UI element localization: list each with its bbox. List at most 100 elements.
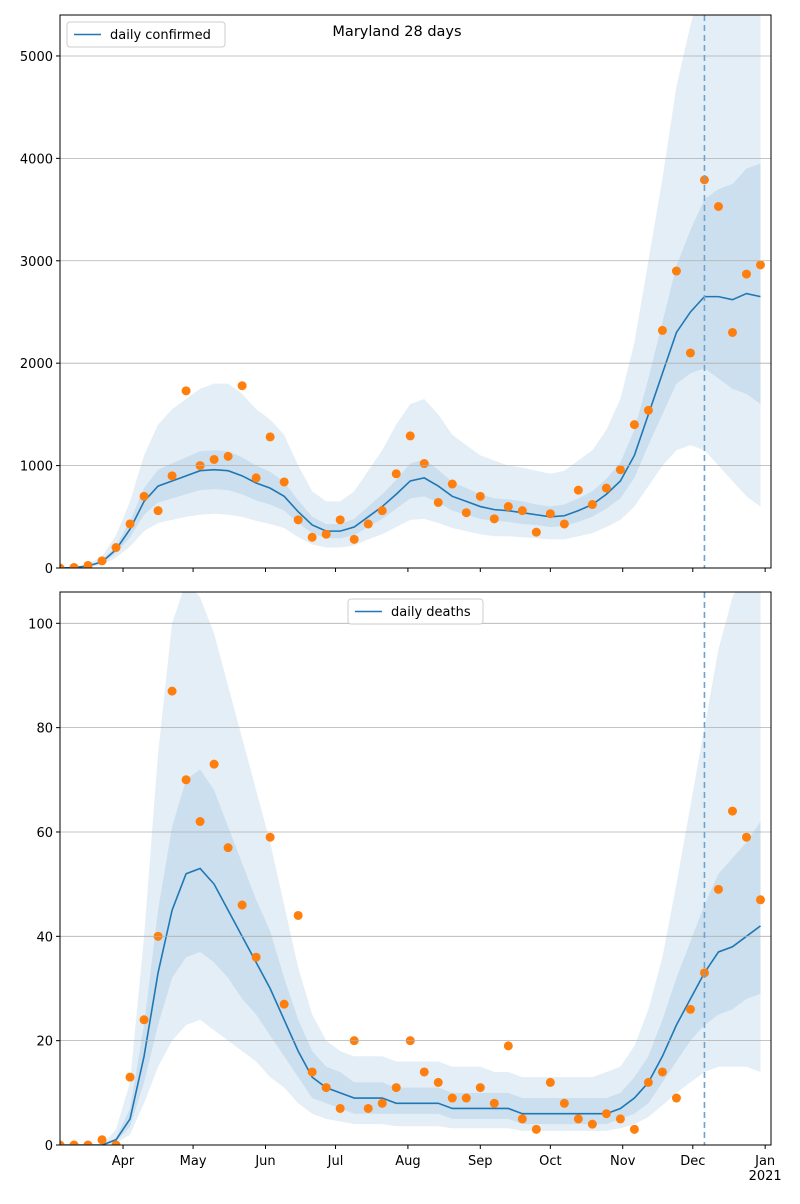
axes-frame <box>59 591 772 1146</box>
observed-point <box>405 431 415 441</box>
x-tick-label: Oct <box>539 1154 561 1169</box>
observed-point <box>419 1067 429 1077</box>
plot-area <box>60 592 765 1145</box>
legend-label: daily confirmed <box>110 28 211 43</box>
observed-point <box>265 432 275 442</box>
observed-point <box>391 1083 401 1093</box>
plot-area <box>60 15 765 568</box>
observed-point <box>60 563 65 568</box>
x-tick-label: Aug <box>395 1154 420 1169</box>
y-tick-label: 80 <box>36 722 53 737</box>
observed-point <box>489 514 499 524</box>
observed-point <box>83 1140 93 1145</box>
observed-point <box>321 529 331 539</box>
observed-point <box>139 1015 149 1025</box>
observed-point <box>559 519 569 529</box>
observed-point <box>60 1140 65 1145</box>
y-tick-label: 1000 <box>20 460 53 475</box>
observed-point <box>587 500 597 510</box>
observed-point <box>139 491 149 501</box>
observed-point <box>279 999 289 1009</box>
observed-point <box>433 1077 443 1087</box>
x-tick-label: Jul <box>327 1154 344 1169</box>
observed-point <box>503 1041 513 1051</box>
observed-point <box>433 497 443 507</box>
observed-point <box>755 260 765 270</box>
band <box>60 163 761 568</box>
x-tick-label: May <box>180 1154 207 1169</box>
observed-point <box>97 1135 107 1145</box>
observed-point <box>293 910 303 920</box>
y-tick-label: 2000 <box>20 357 53 372</box>
y-tick-label: 60 <box>36 826 53 841</box>
observed-point <box>153 506 163 516</box>
observed-point <box>727 806 737 816</box>
observed-point <box>251 473 261 483</box>
observed-point <box>475 491 485 501</box>
observed-point <box>545 509 555 519</box>
observed-point <box>83 560 93 568</box>
observed-point <box>237 381 247 391</box>
observed-point <box>447 1093 457 1103</box>
observed-point <box>181 775 191 785</box>
x-tick-label: Jan 2021 <box>749 1154 782 1184</box>
observed-point <box>573 1114 583 1124</box>
observed-point <box>741 269 751 279</box>
observed-point <box>209 454 219 464</box>
y-tick-label: 40 <box>36 930 53 945</box>
observed-point <box>601 1109 611 1119</box>
observed-point <box>279 477 289 487</box>
observed-point <box>657 325 667 335</box>
observed-point <box>195 817 205 827</box>
observed-point <box>111 543 121 553</box>
x-tick-label: Jun <box>254 1154 275 1169</box>
y-tick-label: 0 <box>45 1139 53 1154</box>
y-tick-label: 5000 <box>20 50 53 65</box>
observed-point <box>125 519 135 529</box>
observed-point <box>629 1124 639 1134</box>
axes-frame <box>59 14 772 569</box>
observed-point <box>223 451 233 461</box>
y-tick-label: 3000 <box>20 255 53 270</box>
observed-point <box>503 502 513 512</box>
observed-point <box>461 1093 471 1103</box>
observed-point <box>545 1077 555 1087</box>
observed-point <box>685 348 695 358</box>
observed-point <box>713 884 723 894</box>
observed-point <box>475 1083 485 1093</box>
observed-point <box>307 1067 317 1077</box>
observed-point <box>209 759 219 769</box>
observed-point <box>755 895 765 905</box>
y-tick-label: 20 <box>36 1035 53 1050</box>
observed-point <box>643 1077 653 1087</box>
observed-point <box>601 483 611 493</box>
observed-point <box>223 843 233 853</box>
observed-point <box>181 386 191 396</box>
band <box>60 592 761 1145</box>
x-tick-label: Dec <box>680 1154 705 1169</box>
x-tick-label: Nov <box>610 1154 636 1169</box>
observed-point <box>657 1067 667 1077</box>
observed-point <box>335 515 345 525</box>
observed-point <box>363 1103 373 1113</box>
observed-point <box>587 1119 597 1129</box>
band <box>60 769 761 1145</box>
observed-point <box>461 508 471 518</box>
observed-point <box>517 506 527 516</box>
observed-point <box>741 832 751 842</box>
observed-point <box>349 534 359 544</box>
model-line <box>60 867 761 1145</box>
model-line <box>60 292 761 568</box>
observed-point <box>167 471 177 481</box>
observed-point <box>377 506 387 516</box>
observed-point <box>559 1098 569 1108</box>
observed-point <box>69 562 79 568</box>
observed-point <box>447 479 457 489</box>
observed-point <box>251 952 261 962</box>
observed-point <box>489 1098 499 1108</box>
observed-point <box>629 420 639 430</box>
observed-point <box>391 469 401 479</box>
observed-point <box>671 1093 681 1103</box>
observed-point <box>615 1114 625 1124</box>
